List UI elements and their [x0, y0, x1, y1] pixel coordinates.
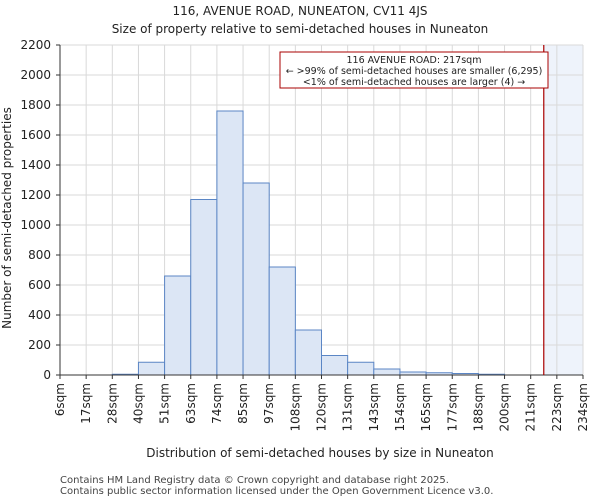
x-tick-label-17: 200sqm	[498, 383, 512, 431]
y-tick-label-9: 1800	[20, 98, 51, 112]
chart-title: 116, AVENUE ROAD, NUNEATON, CV11 4JS	[172, 4, 427, 18]
y-tick-label-10: 2000	[20, 68, 51, 82]
x-tick-label-15: 177sqm	[445, 383, 459, 431]
bar-85sqm[interactable]	[242, 182, 270, 376]
bar-51sqm[interactable]	[164, 275, 192, 376]
y-tick-label-6: 1200	[20, 188, 51, 202]
chart-subtitle: Size of property relative to semi-detach…	[112, 22, 489, 36]
y-tick-label-4: 800	[28, 248, 51, 262]
x-tick-label-11: 131sqm	[341, 383, 355, 431]
x-tick-label-1: 17sqm	[79, 383, 93, 424]
y-tick-label-0: 0	[43, 368, 51, 382]
bar-131sqm[interactable]	[347, 361, 375, 376]
x-tick-label-2: 28sqm	[105, 383, 119, 424]
bar-120sqm[interactable]	[321, 355, 349, 376]
x-tick-label-12: 143sqm	[367, 383, 381, 431]
x-tick-label-8: 97sqm	[262, 383, 276, 424]
bar-97sqm[interactable]	[268, 266, 296, 376]
x-tick-label-19: 223sqm	[550, 383, 564, 431]
bar-63sqm[interactable]	[190, 199, 218, 376]
y-tick-label-7: 1400	[20, 158, 51, 172]
bar-40sqm[interactable]	[137, 361, 166, 376]
x-tick-label-16: 188sqm	[471, 383, 485, 431]
y-axis-label: Number of semi-detached properties	[0, 107, 14, 329]
annotation-line-3: <1% of semi-detached houses are larger (…	[303, 77, 525, 88]
y-tick-label-3: 600	[28, 278, 51, 292]
y-tick-label-5: 1000	[20, 218, 51, 232]
x-tick-label-6: 74sqm	[210, 383, 224, 424]
x-tick-label-13: 154sqm	[393, 383, 407, 431]
x-tick-label-14: 165sqm	[419, 383, 433, 431]
y-tick-label-8: 1600	[20, 128, 51, 142]
x-tick-label-4: 51sqm	[158, 383, 172, 424]
x-axis-label: Distribution of semi-detached houses by …	[146, 446, 493, 460]
x-tick-label-10: 120sqm	[315, 383, 329, 431]
bar-74sqm[interactable]	[216, 110, 244, 376]
x-tick-label-7: 85sqm	[236, 383, 250, 424]
x-tick-label-3: 40sqm	[131, 383, 145, 424]
footer-line-1: Contains HM Land Registry data © Crown c…	[60, 475, 449, 486]
annotation-line-1: 116 AVENUE ROAD: 217sqm	[347, 55, 482, 66]
bar-143sqm[interactable]	[373, 368, 401, 376]
bar-108sqm[interactable]	[294, 329, 323, 376]
x-tick-label-20: 234sqm	[576, 383, 590, 431]
annotation-box	[279, 51, 549, 89]
annotation-line-2: ← >99% of semi-detached houses are small…	[286, 66, 543, 77]
y-tick-label-11: 2200	[20, 38, 51, 52]
x-tick-label-18: 211sqm	[524, 383, 538, 431]
x-tick-label-9: 108sqm	[288, 383, 302, 431]
plot-area: 0 200 400 600 800 1000 1200 1400 1600 1800 2000 220…	[20, 38, 590, 431]
x-tick-label-5: 63sqm	[184, 383, 198, 424]
marker-highlight-region	[543, 45, 583, 375]
x-tick-label-0: 6sqm	[53, 383, 67, 416]
y-tick-label-2: 400	[28, 308, 51, 322]
footer-line-2: Contains public sector information licen…	[60, 486, 493, 497]
y-tick-label-1: 200	[28, 338, 51, 352]
